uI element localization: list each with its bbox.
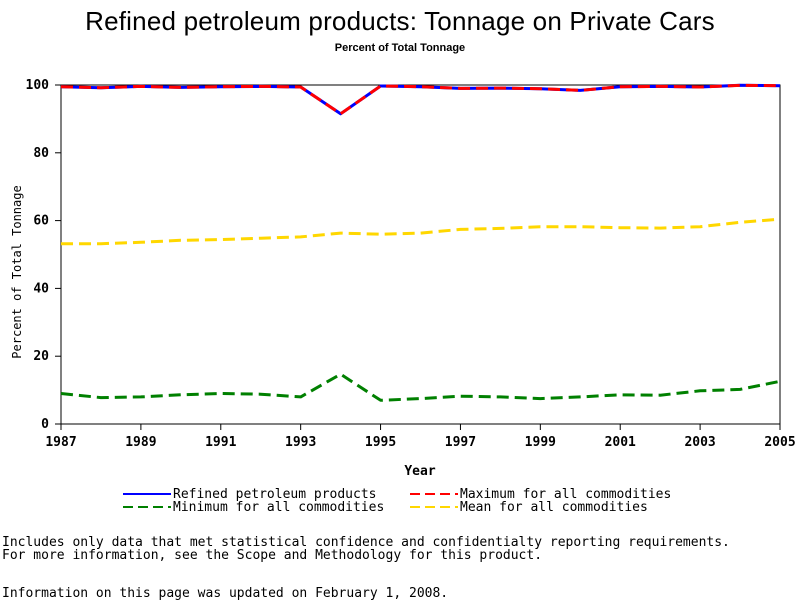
- line-chart: 1987 1989 1991 1993 1995 1997 1999 2001 2003 2005…: [10, 78, 796, 479]
- chart-subtitle: Percent of Total Tonnage: [334, 42, 466, 54]
- series-line-maximum-for-all-commodities: [60, 83, 781, 116]
- legend-item-maximum: Maximum for all commodities: [410, 488, 700, 502]
- series-line-mean-for-all-commodities: [61, 217, 781, 246]
- y-tick-label: 20: [33, 349, 49, 364]
- series-line-refined-petroleum-products: [60, 83, 781, 116]
- x-tick-label: 1993: [285, 435, 316, 450]
- series-line-minimum-for-all-commodities: [60, 372, 781, 402]
- legend-label: Refined petroleum products: [173, 487, 377, 502]
- x-tick-label: 1991: [205, 435, 236, 450]
- legend-item-mean: Mean for all commodities: [410, 501, 700, 515]
- note-updated: Information on this page was updated on …: [2, 586, 449, 601]
- y-tick-label: 0: [41, 417, 49, 432]
- legend-label: Mean for all commodities: [460, 500, 648, 515]
- y-tick-label: 60: [33, 214, 49, 229]
- y-tick-label: 40: [33, 281, 49, 296]
- legend-swatch-solid-blue-icon: [123, 493, 171, 495]
- y-tick-label: 80: [33, 146, 49, 161]
- chart-axes: 1987 1989 1991 1993 1995 1997 1999 2001 2003 2005…: [26, 78, 796, 450]
- x-tick-label: 1995: [365, 435, 396, 450]
- x-tick-label: 1989: [125, 435, 156, 450]
- note-methodology: For more information, see the Scope and …: [2, 548, 543, 563]
- legend-item-refined-petroleum: Refined petroleum products: [123, 488, 403, 502]
- legend-swatch-dashed-green-icon: [123, 506, 171, 508]
- x-tick-label: 2003: [684, 435, 715, 450]
- plot-frame: [60, 84, 781, 425]
- y-tick-label: 100: [26, 78, 50, 93]
- x-tick-label: 1987: [45, 435, 76, 450]
- chart-series-layer: [60, 83, 781, 402]
- legend-item-minimum: Minimum for all commodities: [123, 501, 403, 515]
- x-tick-label: 1999: [525, 435, 556, 450]
- legend-swatch-dashed-yellow-icon: [410, 506, 458, 508]
- legend-label: Maximum for all commodities: [460, 487, 672, 502]
- x-axis-label: Year: [404, 464, 435, 479]
- chart-title: Refined petroleum products: Tonnage on P…: [85, 6, 715, 36]
- x-tick-label: 2005: [764, 435, 795, 450]
- x-tick-label: 2001: [605, 435, 636, 450]
- legend-label: Minimum for all commodities: [173, 500, 385, 515]
- legend-swatch-dashed-red-icon: [410, 493, 458, 495]
- y-axis-label: Percent of Total Tonnage: [10, 185, 24, 358]
- note-confidence: Includes only data that met statistical …: [2, 535, 730, 550]
- x-tick-label: 1997: [445, 435, 476, 450]
